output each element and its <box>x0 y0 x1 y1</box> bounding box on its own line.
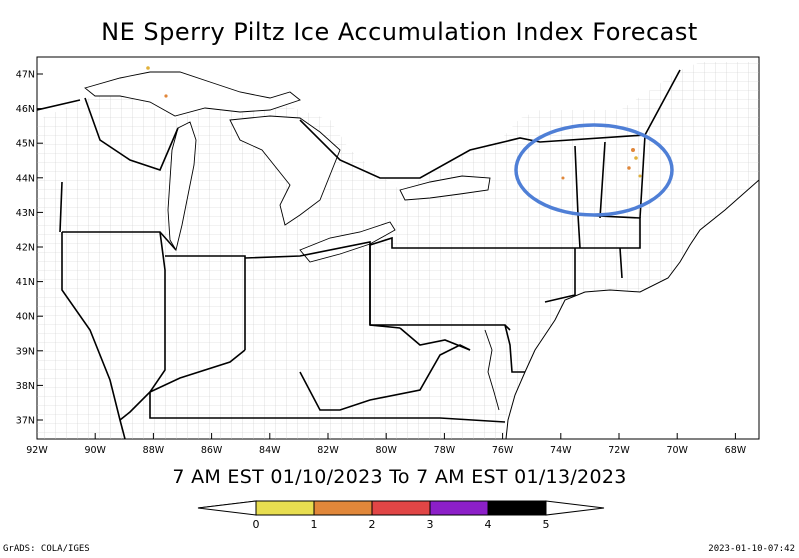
lake-superior <box>84 71 301 117</box>
lat-tick-label: 45N <box>16 139 35 150</box>
legend-colorbar: 0 1 2 3 4 5 <box>197 500 605 531</box>
latitude-axis: 47N 46N 45N 44N 43N 42N 41N 40N 39N 38N 37N <box>16 70 43 427</box>
lake-michigan <box>167 121 197 252</box>
lat-tick-label: 39N <box>16 346 35 357</box>
lon-tick-label: 74W <box>550 445 572 456</box>
credit-text: GrADS: COLA/IGES <box>3 544 90 554</box>
valid-period: 7 AM EST 01/10/2023 To 7 AM EST 01/13/20… <box>172 466 627 488</box>
canada-border <box>37 69 681 179</box>
colorbar-swatch <box>429 500 489 516</box>
lat-tick-label: 42N <box>16 243 35 254</box>
lat-tick-label: 38N <box>16 381 35 392</box>
highlight-ellipse <box>514 123 674 217</box>
chesapeake-bay <box>484 329 500 411</box>
lon-tick-label: 92W <box>26 445 48 456</box>
lat-tick-label: 43N <box>16 208 35 219</box>
timestamp-text: 2023-01-10-07:42 <box>708 544 795 554</box>
colorbar-right-arrow <box>545 500 605 516</box>
longitude-axis: 92W 90W 88W 86W 84W 82W 80W 78W 76W 74W 72W 70W 68W <box>26 433 747 456</box>
lake-ontario <box>399 175 491 201</box>
colorbar-label: 0 <box>253 518 260 531</box>
colorbar-label: 5 <box>543 518 550 531</box>
lon-tick-label: 72W <box>608 445 630 456</box>
lat-tick-label: 37N <box>16 416 35 427</box>
colorbar-label: 1 <box>311 518 318 531</box>
colorbar-label: 4 <box>485 518 492 531</box>
lake-huron <box>229 115 341 226</box>
colorbar-swatch <box>255 500 315 516</box>
lon-tick-label: 68W <box>725 445 747 456</box>
state-boundaries <box>59 97 646 439</box>
lon-tick-label: 76W <box>492 445 514 456</box>
atlantic-ocean <box>505 179 759 439</box>
colorbar-left-cap <box>197 500 257 516</box>
lon-tick-label: 88W <box>143 445 165 456</box>
lat-tick-label: 40N <box>16 312 35 323</box>
lon-tick-label: 70W <box>666 445 688 456</box>
lon-tick-label: 82W <box>317 445 339 456</box>
map-title: NE Sperry Piltz Ice Accumulation Index F… <box>101 18 698 46</box>
lat-tick-label: 44N <box>16 173 35 184</box>
lon-tick-label: 90W <box>84 445 106 456</box>
lon-tick-label: 78W <box>434 445 456 456</box>
colorbar-label: 3 <box>427 518 434 531</box>
lat-tick-label: 46N <box>16 104 35 115</box>
us-land <box>37 62 759 439</box>
lon-tick-label: 80W <box>375 445 397 456</box>
colorbar-swatch <box>313 500 373 516</box>
lon-tick-label: 86W <box>201 445 223 456</box>
colorbar-swatch <box>487 500 547 516</box>
colorbar-swatch <box>371 500 431 516</box>
lon-tick-label: 84W <box>259 445 281 456</box>
colorbar-label: 2 <box>369 518 376 531</box>
ice-accumulation-marks <box>146 66 642 180</box>
lat-tick-label: 41N <box>16 277 35 288</box>
lat-tick-label: 47N <box>16 70 35 81</box>
